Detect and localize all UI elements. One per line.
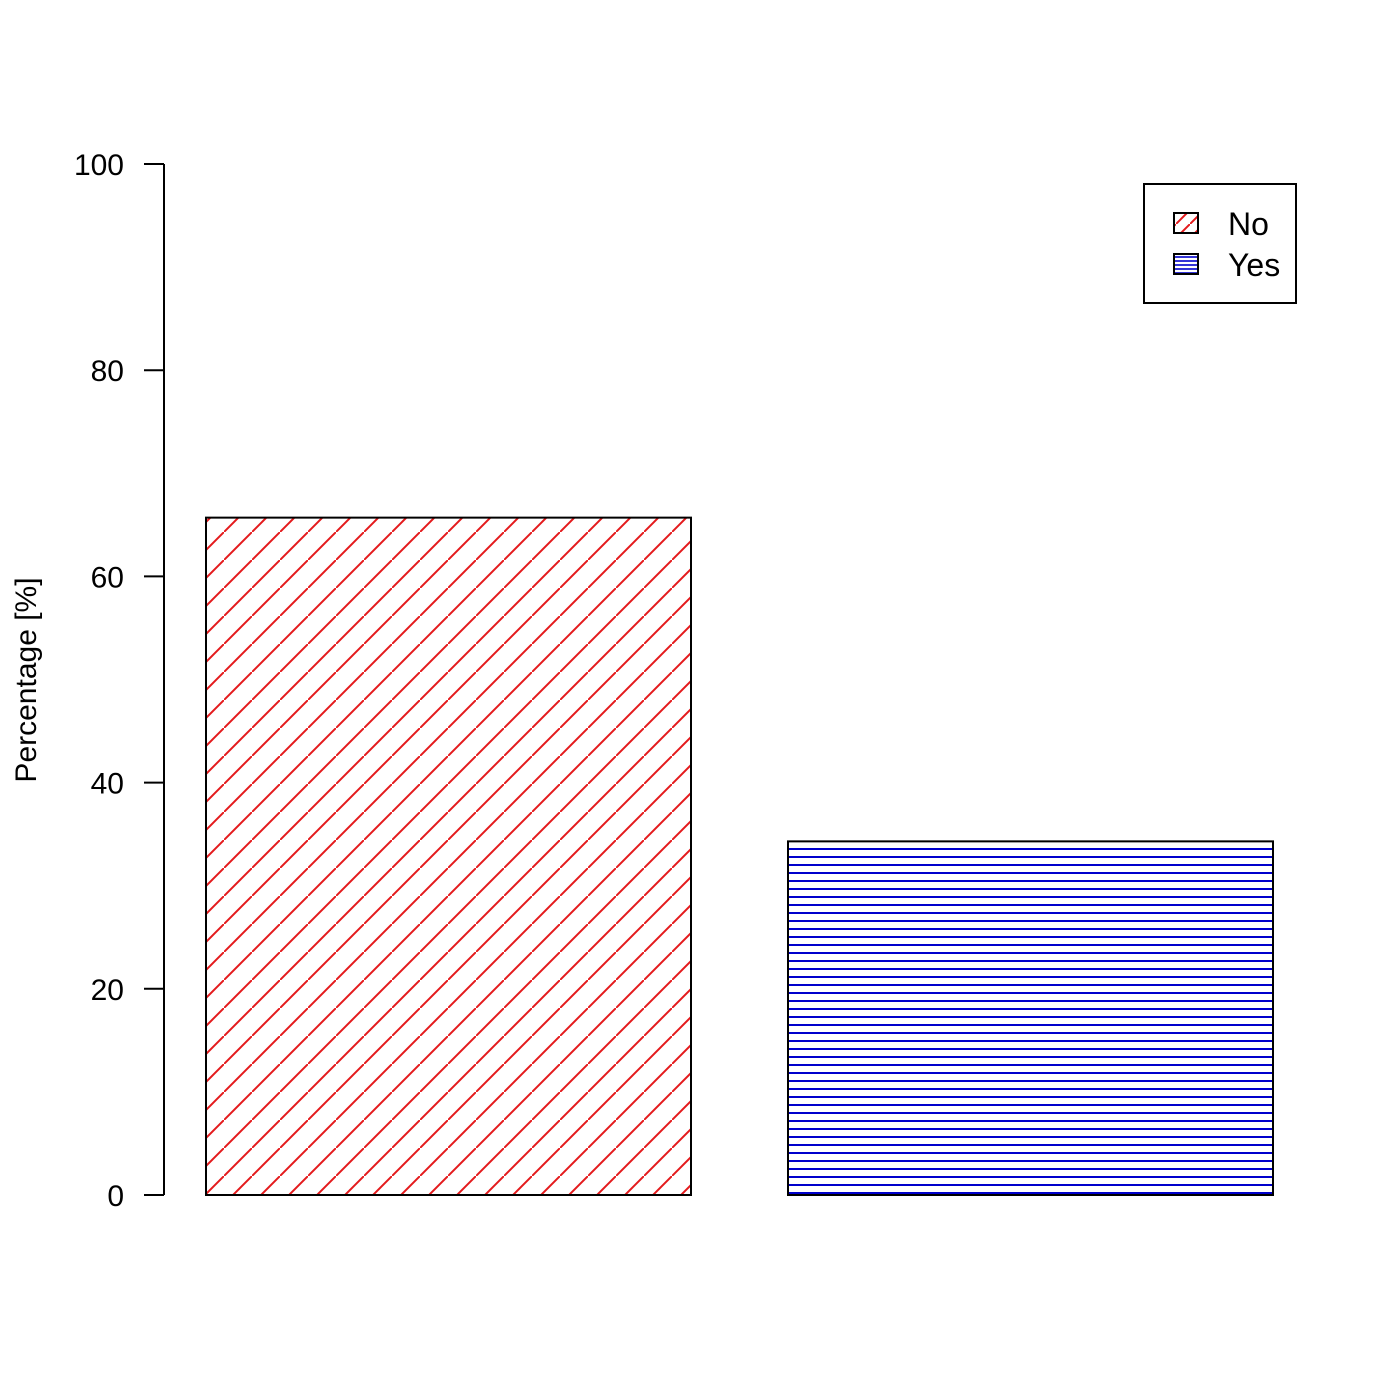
y-tick-label-60: 60	[91, 561, 124, 594]
y-tick-label-80: 80	[91, 355, 124, 388]
bar-no	[205, 516, 692, 1196]
legend-label-no: No	[1228, 206, 1269, 242]
y-tick-label-40: 40	[91, 768, 124, 801]
y-tick-label-20: 20	[91, 974, 124, 1007]
legend-swatch-yes	[1173, 253, 1199, 275]
legend: No Yes	[1143, 183, 1297, 304]
y-axis-title: Percentage [%]	[10, 577, 43, 782]
legend-label-yes: Yes	[1228, 247, 1280, 283]
legend-box	[1143, 183, 1297, 304]
y-tick-label-100: 100	[74, 149, 124, 182]
bar-yes	[787, 840, 1274, 1196]
bars	[205, 516, 1274, 1196]
legend-swatch-no	[1173, 212, 1199, 234]
y-axis: 0 20 40 60 80 100	[74, 149, 165, 1213]
y-tick-label-0: 0	[107, 1180, 124, 1213]
